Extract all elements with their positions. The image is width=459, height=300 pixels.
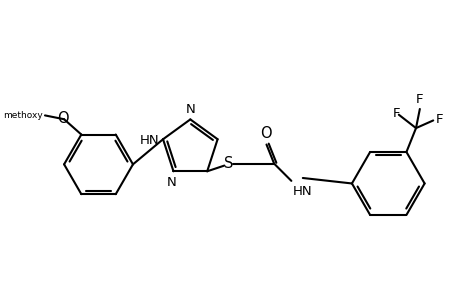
Text: F: F	[435, 113, 442, 126]
Text: O: O	[57, 111, 69, 126]
Text: HN: HN	[139, 134, 159, 147]
Text: HN: HN	[291, 185, 311, 198]
Text: N: N	[166, 176, 176, 189]
Text: N: N	[185, 103, 195, 116]
Text: F: F	[392, 107, 400, 120]
Text: methoxy: methoxy	[3, 111, 43, 120]
Text: O: O	[259, 126, 271, 141]
Text: F: F	[415, 93, 423, 106]
Text: S: S	[223, 156, 232, 171]
